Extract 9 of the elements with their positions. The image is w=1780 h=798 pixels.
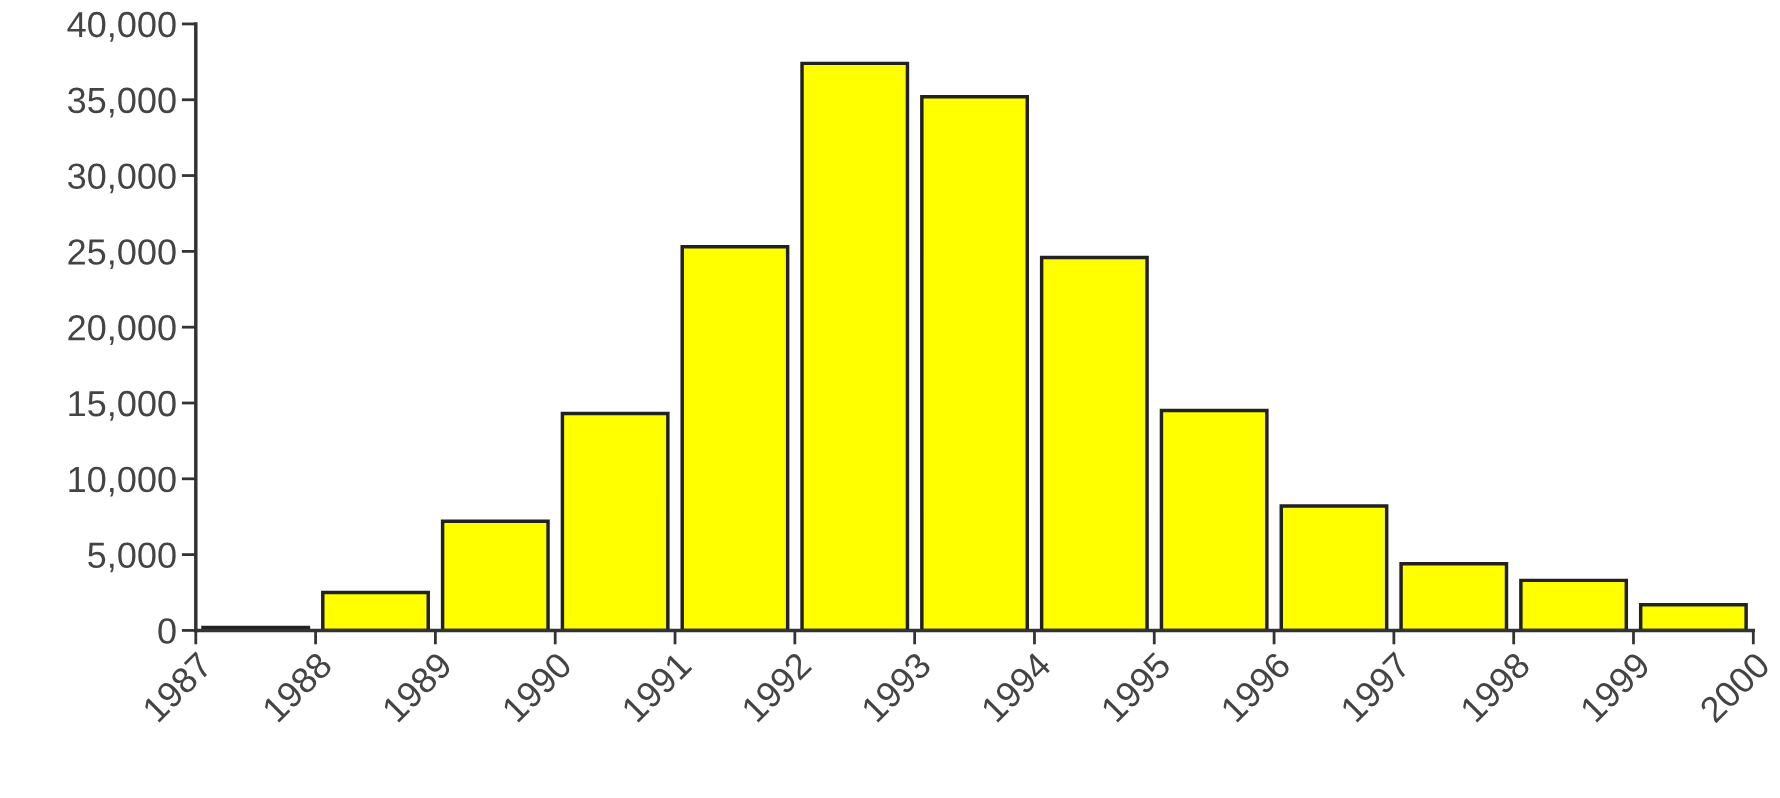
y-tick-label: 5,000: [88, 542, 176, 573]
y-tick-label: 0: [158, 618, 176, 644]
y-tick-label: 10,000: [69, 466, 176, 497]
y-tick-label: 40,000: [67, 11, 176, 42]
y-tick-label: 25,000: [68, 239, 176, 270]
y-tick-label: 15,000: [69, 390, 176, 421]
y-tick-label: 20,000: [68, 315, 176, 345]
y-tick-label: 35,000: [67, 87, 176, 118]
y-tick-label: 30,000: [67, 163, 176, 194]
